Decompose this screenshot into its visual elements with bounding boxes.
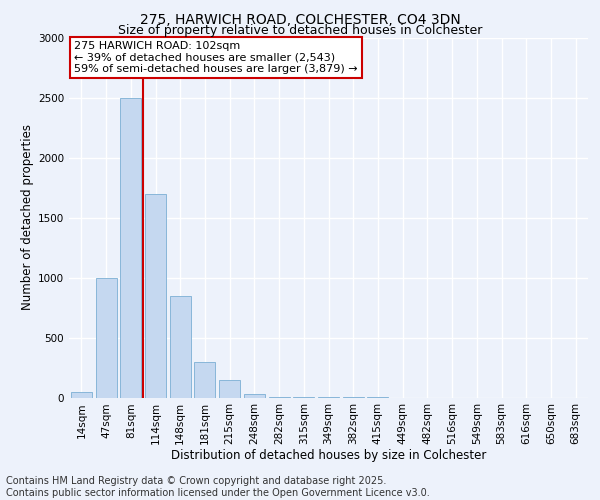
Y-axis label: Number of detached properties: Number of detached properties: [21, 124, 34, 310]
Bar: [219, 380, 240, 398]
Bar: [244, 394, 265, 398]
Bar: [145, 194, 166, 398]
Text: 275 HARWICH ROAD: 102sqm
← 39% of detached houses are smaller (2,543)
59% of sem: 275 HARWICH ROAD: 102sqm ← 39% of detach…: [74, 41, 358, 74]
Bar: [269, 396, 290, 398]
Bar: [194, 362, 215, 398]
Bar: [95, 278, 116, 398]
Bar: [170, 296, 191, 398]
Text: 275, HARWICH ROAD, COLCHESTER, CO4 3DN: 275, HARWICH ROAD, COLCHESTER, CO4 3DN: [140, 12, 460, 26]
X-axis label: Distribution of detached houses by size in Colchester: Distribution of detached houses by size …: [171, 448, 486, 462]
Bar: [71, 392, 92, 398]
Text: Size of property relative to detached houses in Colchester: Size of property relative to detached ho…: [118, 24, 482, 37]
Text: Contains HM Land Registry data © Crown copyright and database right 2025.
Contai: Contains HM Land Registry data © Crown c…: [6, 476, 430, 498]
Bar: [120, 98, 141, 398]
